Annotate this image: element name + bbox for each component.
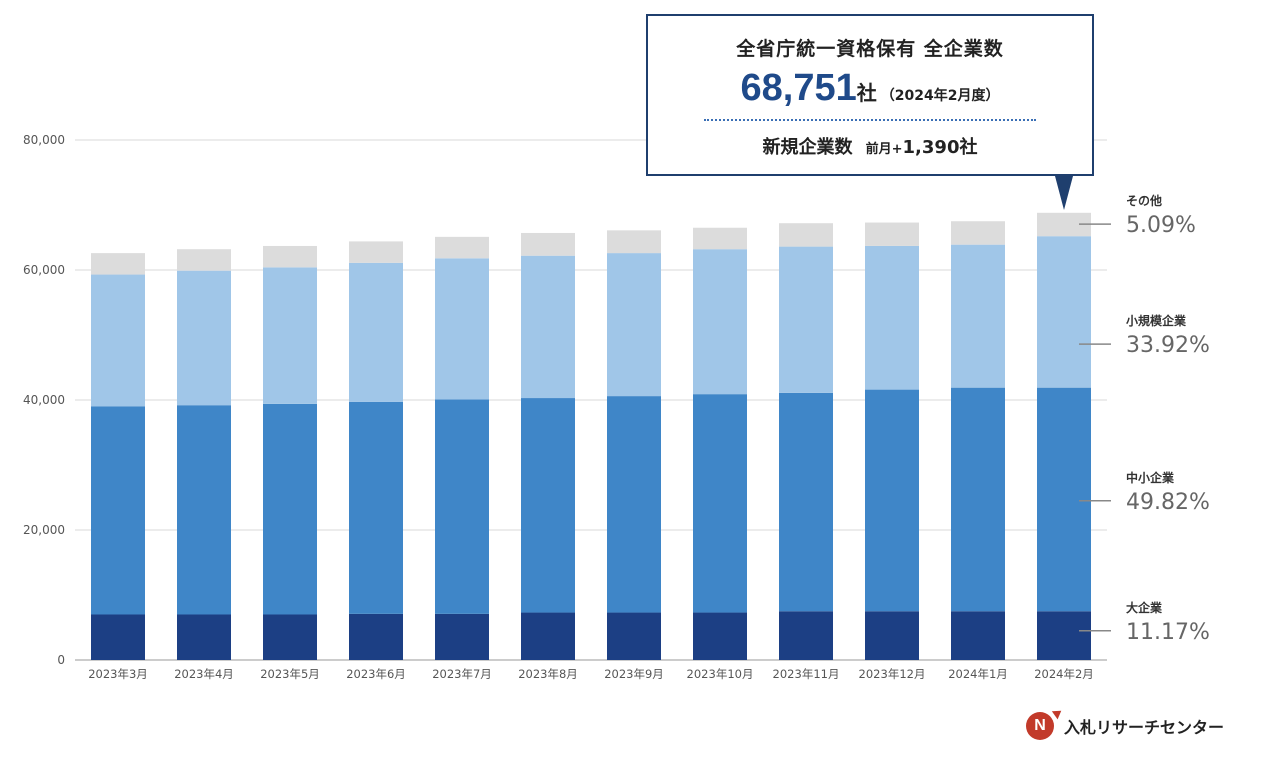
x-tick-label: 2023年10月 [687,667,754,681]
callout-divider [704,119,1036,121]
bar-segment [607,230,661,254]
callout-period: （2024年2月度） [880,88,1000,104]
brand-logo[interactable]: N 入札リサーチセンター [1026,706,1225,742]
bar-segment [779,223,833,247]
share-category-label: 小規模企業 [1126,313,1187,328]
callout-total-row: 68,751社 （2024年2月度） [648,65,1092,111]
bar-segment [435,399,489,614]
bar-segment [865,611,919,660]
x-tick-label: 2023年6月 [346,667,406,681]
bar-segment [521,232,575,256]
y-tick-label: 0 [57,653,65,667]
bar-segment [951,244,1005,388]
share-category-label: 中小企業 [1126,470,1175,485]
bar-segment [91,406,145,615]
callout-new-row: 新規企業数 前月+1,390社 [648,133,1092,159]
x-tick-label: 2024年2月 [1034,667,1094,681]
bar-segment [607,253,661,397]
x-tick-label: 2023年12月 [859,667,926,681]
x-tick-label: 2023年11月 [773,667,840,681]
share-percent-label: 49.82% [1126,490,1210,515]
bar-segment [1037,236,1091,388]
bar-segment [263,267,317,404]
callout-total-unit: 社 [856,81,877,105]
share-percent-label: 5.09% [1126,213,1196,238]
callout-total-value: 68,751 [740,67,857,109]
bar-segment [349,262,403,402]
bar-segment [607,396,661,613]
y-tick-label: 60,000 [23,263,65,277]
bar-segment [521,255,575,399]
bar-segment [91,274,145,407]
bar-segment [521,612,575,660]
bar-segment [263,403,317,615]
x-tick-label: 2023年7月 [432,667,492,681]
callout-new-label: 新規企業数 [762,137,853,158]
bar-segment [435,613,489,660]
bar-segment [865,222,919,246]
y-tick-label: 40,000 [23,393,65,407]
bar-segment [1037,212,1091,237]
bar-segment [177,270,231,406]
bar-segment [951,387,1005,612]
y-tick-label: 80,000 [23,133,65,147]
bar-segment [349,241,403,263]
bar-segment [1037,387,1091,612]
bar-segment [779,392,833,612]
bar-segment [951,221,1005,245]
bar-segment [521,398,575,613]
bar-segment [177,249,231,271]
bar-segment [607,612,661,660]
callout-prev-value: 1,390社 [902,137,978,158]
bar-segment [779,611,833,660]
bar-segment [865,389,919,612]
bar-segment [349,613,403,660]
bar-segment [693,249,747,395]
share-percent-label: 33.92% [1126,333,1210,358]
bar-segment [177,614,231,660]
bar-segment [263,614,317,660]
share-category-label: その他 [1126,193,1162,208]
callout-prev-label: 前月+ [865,142,903,157]
bar-segment [693,612,747,660]
logo-mark-letter: N [1034,717,1046,734]
share-percent-label: 11.17% [1126,620,1210,645]
logo-text: 入札リサーチセンター [1064,718,1225,737]
callout-title: 全省庁統一資格保有 全企業数 [736,38,1004,60]
bar-segment [1037,611,1091,660]
bar-segment [349,401,403,614]
bar-segment [779,246,833,393]
bar-segment [91,614,145,660]
x-tick-label: 2023年3月 [88,667,148,681]
summary-callout: 全省庁統一資格保有 全企業数 68,751社 （2024年2月度） 新規企業数 前… [646,14,1094,176]
share-category-label: 大企業 [1126,600,1163,615]
bar-segment [263,245,317,268]
bar-segment [435,236,489,259]
bar-segment [91,253,145,275]
x-tick-label: 2023年4月 [174,667,234,681]
x-tick-label: 2024年1月 [948,667,1008,681]
bar-segment [177,405,231,615]
y-tick-label: 20,000 [23,523,65,537]
bar-segment [951,611,1005,660]
x-tick-label: 2023年9月 [604,667,664,681]
bar-segment [693,394,747,613]
bar-segment [435,258,489,400]
callout-pointer [1055,176,1073,210]
x-tick-label: 2023年5月 [260,667,320,681]
bar-segment [865,245,919,390]
x-tick-label: 2023年8月 [518,667,578,681]
bar-segment [693,227,747,250]
logo-mark-icon: N [1026,706,1065,740]
